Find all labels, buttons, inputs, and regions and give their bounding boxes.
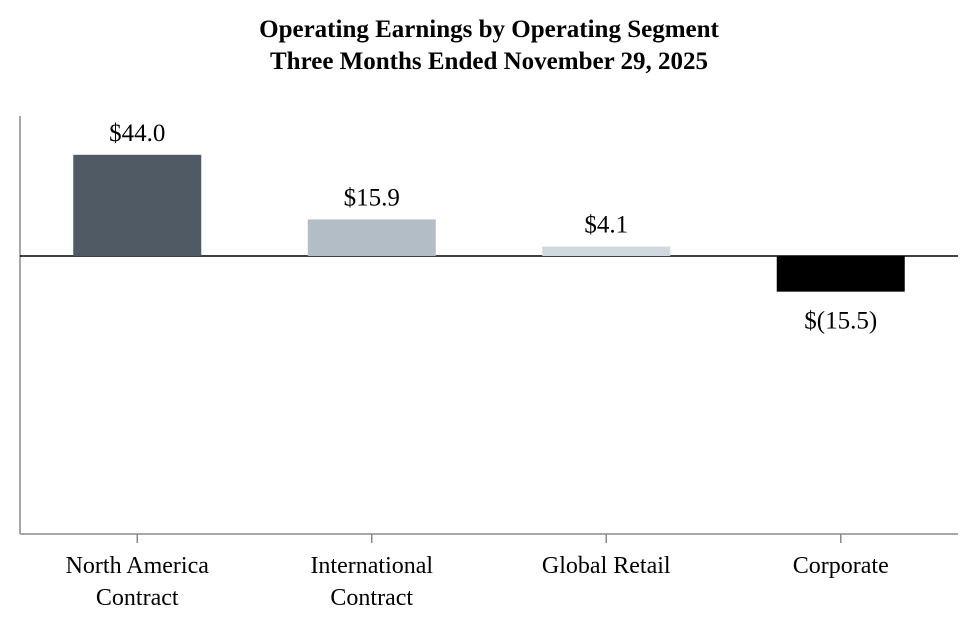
chart-title-block: Operating Earnings by Operating Segment …: [0, 14, 978, 78]
data-label: $(15.5): [804, 308, 877, 335]
bar: [73, 154, 202, 256]
bar: [776, 256, 905, 292]
x-tick-label: Global Retail: [542, 553, 671, 579]
data-label: $4.1: [584, 212, 628, 239]
bar: [307, 219, 436, 256]
category-tick-labels: North America Contract International Contra…: [66, 553, 889, 611]
x-tick-label: Contract: [96, 585, 179, 611]
data-labels: $44.0 $15.9 $4.1 $(15.5): [109, 120, 877, 335]
x-tick-label: North America: [66, 553, 210, 579]
bar: [542, 246, 671, 256]
data-label: $15.9: [344, 184, 400, 211]
chart-subtitle: Three Months Ended November 29, 2025: [270, 48, 708, 75]
chart-title: Operating Earnings by Operating Segment: [259, 16, 719, 43]
bars: [73, 154, 905, 292]
x-tick-label: Corporate: [793, 553, 889, 579]
x-tick-label: International: [310, 553, 433, 579]
x-tick-label: Contract: [330, 585, 413, 611]
data-label: $44.0: [109, 120, 165, 147]
